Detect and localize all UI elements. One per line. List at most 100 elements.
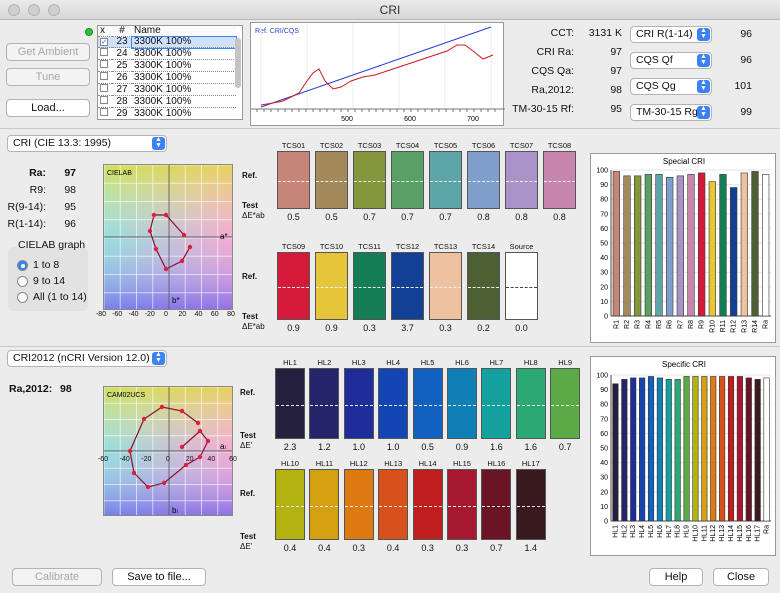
radio-label: All (1 to 14) [33, 291, 87, 303]
x-tick-label: HL17 [755, 525, 762, 542]
swatch-name: HL13 [384, 459, 403, 468]
axis-tick-label: -20 [144, 311, 155, 318]
col-header-name: Name [132, 26, 236, 37]
bar [634, 175, 642, 317]
metric-select[interactable]: CQS Qf ▲ ▼ [630, 52, 712, 69]
sample-point [179, 408, 185, 414]
load-button[interactable]: Load... [6, 99, 90, 117]
x-tick-label: HL3 [630, 525, 637, 538]
swatch-name: HL11 [315, 459, 334, 468]
y-tick-label: 30 [600, 475, 608, 482]
bar [745, 377, 752, 522]
y-tick-label: 20 [600, 284, 608, 291]
metric-select[interactable]: TM-30-15 Rg ▲ ▼ [630, 104, 712, 121]
x-tick-label: R10 [709, 320, 716, 333]
ref-test-divider [354, 181, 385, 182]
ref-row-label: Ref. [240, 388, 256, 397]
axis-tick-label: 40 [207, 456, 216, 463]
ref-test-divider [316, 181, 347, 182]
table-row[interactable]: 28 3300K 100% [98, 95, 236, 108]
delta-row-label: ΔE*ab [242, 322, 265, 331]
metric-select[interactable]: CQS Qg ▲ ▼ [630, 78, 712, 95]
radio-button[interactable] [17, 260, 28, 271]
axis-tick-label: 20 [178, 311, 187, 318]
bar [683, 376, 690, 522]
close-window-icon[interactable] [8, 4, 20, 16]
ra2012-value: 98 [60, 383, 72, 395]
delta-value: 0.7 [490, 543, 503, 553]
y-tick-label: 70 [600, 416, 608, 423]
row-number: 27 [112, 83, 132, 96]
bar [656, 377, 663, 522]
color-swatch [515, 469, 546, 540]
bar [687, 174, 695, 317]
table-row[interactable]: 29 3300K 100% [98, 107, 236, 119]
swatch-name: HL15 [453, 459, 471, 468]
row-checkbox[interactable] [98, 59, 112, 72]
y-tick-label: 10 [600, 504, 608, 511]
swatch-name: HL2 [317, 358, 332, 367]
reference-spectrum-line [260, 26, 492, 108]
cri-method-select[interactable]: CRI (CIE 13.3: 1995) ▲ ▼ [7, 135, 167, 152]
row-checkbox[interactable]: ✓ [98, 36, 112, 48]
ref-test-divider [516, 404, 545, 406]
axis-tick-label: -60 [97, 456, 109, 463]
metric-select[interactable]: CRI R(1-14) ▲ ▼ [630, 26, 712, 43]
swatch-name: HL9 [558, 358, 573, 367]
row-name: 3300K 100% [132, 59, 236, 72]
chart-title: Specific CRI [662, 360, 706, 369]
calibrate-button[interactable]: Calibrate [12, 568, 102, 586]
zoom-window-icon[interactable] [48, 4, 60, 16]
sample-list[interactable]: x # Name ✓ 23 3300K 100% 24 3300K 100% 25 3300… [97, 25, 243, 120]
row-checkbox[interactable] [98, 71, 112, 84]
cielab-plot: CIELAB a* b* [103, 164, 233, 310]
row-checkbox[interactable] [98, 107, 112, 119]
list-scrollbar[interactable] [235, 38, 241, 88]
x-tick-label: R7 [677, 320, 684, 329]
table-row[interactable]: 24 3300K 100% [98, 47, 236, 60]
color-swatch [412, 469, 443, 540]
x-tick-label: 700 [467, 116, 479, 123]
color-swatch [275, 469, 305, 540]
close-button[interactable]: Close [713, 568, 769, 586]
cri2012-method-select[interactable]: CRI2012 (nCRI Version 12.0) ▲ ▼ [7, 350, 167, 367]
row-name: 3300K 100% [132, 95, 236, 108]
metric-select-value: 96 [740, 54, 752, 66]
axis-tick-label: 40 [194, 311, 203, 318]
swatch-name: TCS10 [319, 242, 344, 251]
table-row[interactable]: 25 3300K 100% [98, 59, 236, 72]
y-tick-label: 70 [600, 211, 608, 218]
delta-value: 0.3 [439, 323, 452, 333]
row-checkbox[interactable] [98, 47, 112, 60]
spectrum-chart: Ref. CRI/CQS 500 600 700 [250, 22, 505, 126]
metric-label: Ra,2012: [531, 84, 574, 96]
spectrum-plot: Ref. CRI/CQS 500 600 700 [251, 23, 505, 123]
sample-point [153, 246, 159, 252]
row-checkbox[interactable] [98, 83, 112, 96]
sample-point [181, 232, 187, 238]
ref-test-divider [344, 404, 373, 406]
minimize-window-icon[interactable] [28, 4, 40, 16]
save-to-file-button[interactable]: Save to file... [112, 568, 206, 586]
get-ambient-button[interactable]: Get Ambient [6, 43, 90, 61]
table-row[interactable]: 26 3300K 100% [98, 71, 236, 84]
delta-row-label: ΔE*ab [242, 211, 265, 220]
color-swatch [343, 368, 374, 439]
radio-button[interactable] [17, 292, 28, 303]
bar [612, 171, 620, 317]
delta-value: 0.7 [439, 212, 452, 222]
table-row[interactable]: 27 3300K 100% [98, 83, 236, 96]
row-checkbox[interactable] [98, 95, 112, 108]
axis-tick-label: -20 [141, 456, 152, 463]
tune-button[interactable]: Tune [6, 68, 90, 86]
help-button[interactable]: Help [649, 568, 703, 586]
x-tick-label: HL15 [737, 525, 744, 542]
bar [647, 376, 655, 522]
color-swatch [391, 151, 424, 209]
sample-point [141, 416, 147, 422]
cri-stat-label: Ra: [29, 167, 46, 179]
color-swatch [353, 252, 386, 320]
color-swatch [447, 469, 477, 540]
table-row[interactable]: ✓ 23 3300K 100% [98, 35, 237, 49]
radio-button[interactable] [17, 276, 28, 287]
